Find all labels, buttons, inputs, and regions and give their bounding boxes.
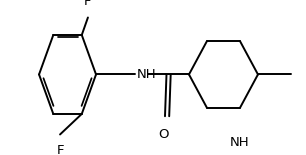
- Text: F: F: [84, 0, 92, 8]
- Text: NH: NH: [230, 136, 250, 149]
- Text: NH: NH: [136, 68, 156, 81]
- Text: F: F: [56, 144, 64, 155]
- Text: O: O: [158, 128, 169, 141]
